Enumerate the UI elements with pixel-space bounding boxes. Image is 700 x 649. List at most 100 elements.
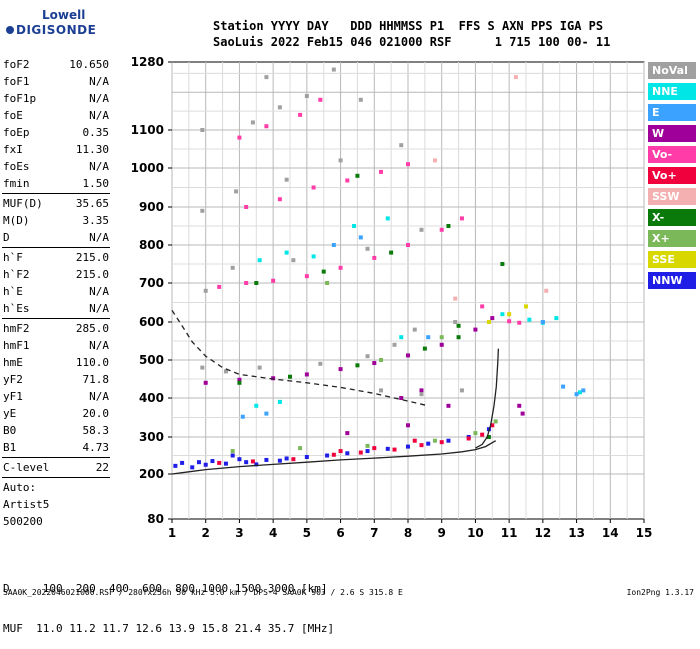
echo-point: [392, 447, 397, 452]
y-tick-label: 800: [139, 238, 164, 252]
echo-point: [520, 411, 525, 416]
echo-point: [419, 443, 424, 448]
echo-point: [338, 265, 343, 270]
echo-point: [196, 460, 201, 465]
echo-point: [284, 456, 289, 461]
x-tick-label: 6: [336, 526, 344, 540]
echo-point: [355, 363, 360, 368]
param-key: h`F: [3, 251, 23, 264]
param-row-clevel: C-level 22: [0, 459, 112, 476]
echo-point: [244, 460, 249, 465]
echo-point: [311, 254, 316, 259]
legend-item-nne: NNE: [648, 83, 696, 100]
echo-point: [486, 320, 491, 324]
echo-point: [234, 189, 239, 194]
echo-point: [389, 250, 394, 255]
echo-point: [432, 158, 437, 163]
param-value: 20.0: [82, 407, 110, 420]
x-tick-label: 7: [370, 526, 378, 540]
echo-point: [392, 342, 397, 347]
echo-point: [399, 335, 404, 340]
param-value: N/A: [89, 92, 109, 105]
param-key: B1: [3, 441, 17, 454]
echo-point: [203, 288, 208, 293]
echo-point: [277, 399, 282, 404]
x-tick-label: 11: [501, 526, 518, 540]
echo-point: [453, 320, 458, 324]
echo-point: [459, 388, 464, 393]
legend-item-sse: SSE: [648, 251, 696, 268]
echo-point: [331, 452, 336, 457]
echo-point: [527, 317, 532, 322]
y-tick-label: 1000: [131, 161, 164, 175]
x-tick-label: 5: [303, 526, 311, 540]
legend-item-w: W: [648, 125, 696, 142]
legend-item-xminus: X-: [648, 209, 696, 226]
x-tick-label: 4: [269, 526, 277, 540]
echo-point: [432, 438, 437, 443]
version-label: Ion2Png 1.3.17: [626, 588, 694, 597]
echo-point: [540, 320, 545, 324]
echo-point: [358, 450, 363, 455]
echo-point: [419, 227, 424, 232]
distance-row: D 100 200 400 600 800 1000 1500 3000 [km…: [3, 582, 328, 595]
echo-point: [507, 319, 512, 324]
echo-point: [223, 461, 228, 466]
param-row-b0: B0 58.3: [0, 422, 112, 439]
param-row-ye: yE 20.0: [0, 405, 112, 422]
echo-point: [379, 358, 384, 362]
trace-curve: [171, 440, 497, 475]
echo-point: [338, 367, 343, 372]
echo-point: [406, 423, 410, 428]
echo-point: [264, 457, 269, 462]
x-tick-label: 12: [535, 526, 552, 540]
y-tick-label: 1280: [131, 55, 164, 69]
param-row-hes: h`Es N/A: [0, 300, 112, 317]
param-value: 71.8: [82, 373, 110, 386]
echo-point: [577, 390, 582, 395]
echo-point: [345, 431, 350, 436]
muf-row: MUF 11.0 11.2 11.7 12.6 13.9 15.8 21.4 3…: [3, 622, 335, 635]
param-key: yE: [3, 407, 17, 420]
echo-point: [264, 124, 269, 129]
echo-point: [561, 384, 566, 389]
param-key: hmF2: [3, 322, 30, 335]
x-tick-label: 13: [568, 526, 585, 540]
echo-point: [304, 274, 309, 279]
echo-point: [446, 403, 451, 408]
echo-point: [217, 284, 222, 289]
x-tick-label: 15: [636, 526, 653, 540]
echo-point: [473, 327, 478, 332]
param-divider: [2, 457, 110, 458]
echo-point: [480, 432, 485, 437]
echo-point: [345, 178, 350, 183]
echo-point: [311, 185, 316, 190]
echo-point: [352, 224, 357, 228]
echo-point: [507, 312, 512, 317]
digisonde-logo: Lowell DIGISONDE: [4, 6, 100, 46]
param-row-fxi: fxI 11.30: [0, 141, 112, 158]
param-row-hmf2: hmF2 285.0: [0, 320, 112, 337]
param-value: 0.35: [82, 126, 110, 139]
echo-point: [254, 462, 259, 467]
echo-point: [304, 372, 309, 377]
param-key: h`F2: [3, 268, 30, 281]
echo-point: [372, 255, 377, 260]
echo-point: [284, 177, 289, 182]
echo-point: [190, 465, 195, 470]
echo-point: [304, 454, 309, 459]
echo-point: [358, 235, 363, 240]
echo-point: [200, 208, 205, 213]
echo-point: [406, 353, 410, 358]
legend-item-voplus: Vo+: [648, 167, 696, 184]
echo-point: [399, 143, 404, 148]
param-row-yf1: yF1 N/A: [0, 388, 112, 405]
echo-point: [291, 258, 296, 263]
echo-point: [419, 388, 424, 393]
y-tick-label: 700: [139, 276, 164, 290]
echo-point: [325, 453, 330, 458]
param-key: fxI: [3, 143, 23, 156]
echo-point: [517, 403, 522, 408]
y-tick-label: 400: [139, 391, 164, 405]
y-tick-label: 600: [139, 315, 164, 329]
